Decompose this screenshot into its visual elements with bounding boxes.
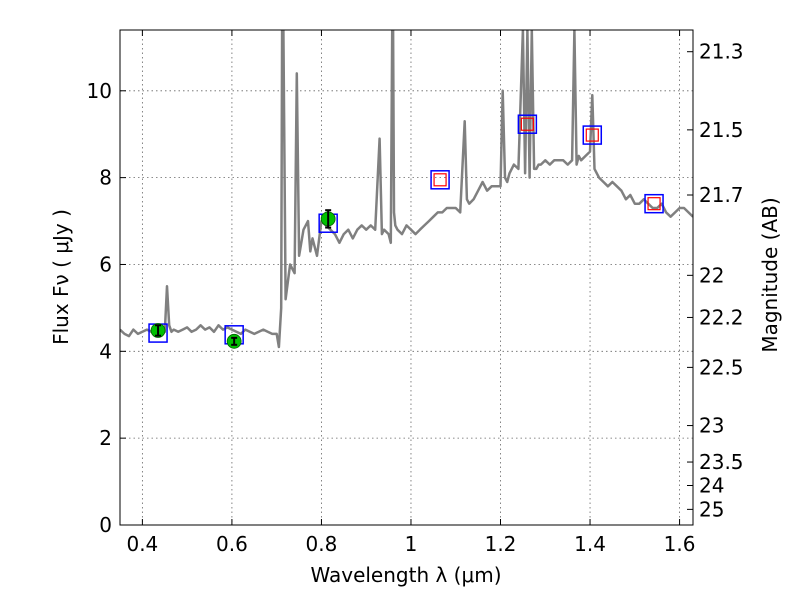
upper-limit-marker bbox=[520, 117, 534, 131]
x-tick-label: 1 bbox=[405, 532, 418, 556]
x-tick-label: 1.6 bbox=[664, 532, 696, 556]
plot-frame bbox=[119, 29, 694, 526]
y-axis-label: Flux Fν ( μJy ) bbox=[49, 209, 73, 345]
upper-limit-marker bbox=[647, 197, 661, 211]
y2-tick-label: 24 bbox=[699, 473, 724, 497]
upper-limit-marker bbox=[433, 173, 447, 187]
y-tick-label: 0 bbox=[99, 513, 112, 537]
spectrum-series bbox=[120, 30, 693, 349]
axis-ticks: 0.4 0.6 0.8 1 1.2 1.4 1.6024681021.321.521.722… bbox=[87, 30, 744, 556]
spectrum-line bbox=[120, 30, 693, 349]
y-tick-label: 6 bbox=[99, 252, 112, 276]
y-tick-label: 10 bbox=[87, 79, 112, 103]
y2-tick-label: 21.3 bbox=[699, 40, 744, 64]
y2-tick-label: 21.5 bbox=[699, 118, 744, 142]
y2-tick-label: 23.5 bbox=[699, 450, 744, 474]
x-tick-label: 0.4 bbox=[126, 532, 158, 556]
y-tick-label: 8 bbox=[99, 166, 112, 190]
x-tick-label: 0.6 bbox=[216, 532, 248, 556]
upper-limit-marker bbox=[585, 128, 599, 142]
photometry-points bbox=[148, 114, 664, 349]
x-axis-label: Wavelength λ (μm) bbox=[310, 563, 501, 587]
y-tick-label: 2 bbox=[99, 426, 112, 450]
model-box-marker bbox=[517, 114, 538, 134]
y2-tick-label: 21.7 bbox=[699, 183, 744, 207]
model-box-marker bbox=[582, 125, 603, 145]
y2-axis-label: Magnitude (AB) bbox=[758, 197, 782, 352]
x-tick-label: 1.4 bbox=[574, 532, 606, 556]
x-tick-label: 1.2 bbox=[485, 532, 517, 556]
y2-tick-label: 22.5 bbox=[699, 355, 744, 379]
model-box-marker bbox=[430, 170, 450, 190]
y-tick-label: 4 bbox=[99, 339, 112, 363]
x-tick-label: 0.8 bbox=[306, 532, 338, 556]
y2-tick-label: 22.2 bbox=[699, 305, 744, 329]
model-box-marker bbox=[644, 193, 664, 214]
grid-lines bbox=[120, 30, 693, 526]
y2-tick-label: 23 bbox=[699, 414, 724, 438]
y2-tick-label: 22 bbox=[699, 263, 724, 287]
y2-tick-label: 25 bbox=[699, 497, 724, 521]
